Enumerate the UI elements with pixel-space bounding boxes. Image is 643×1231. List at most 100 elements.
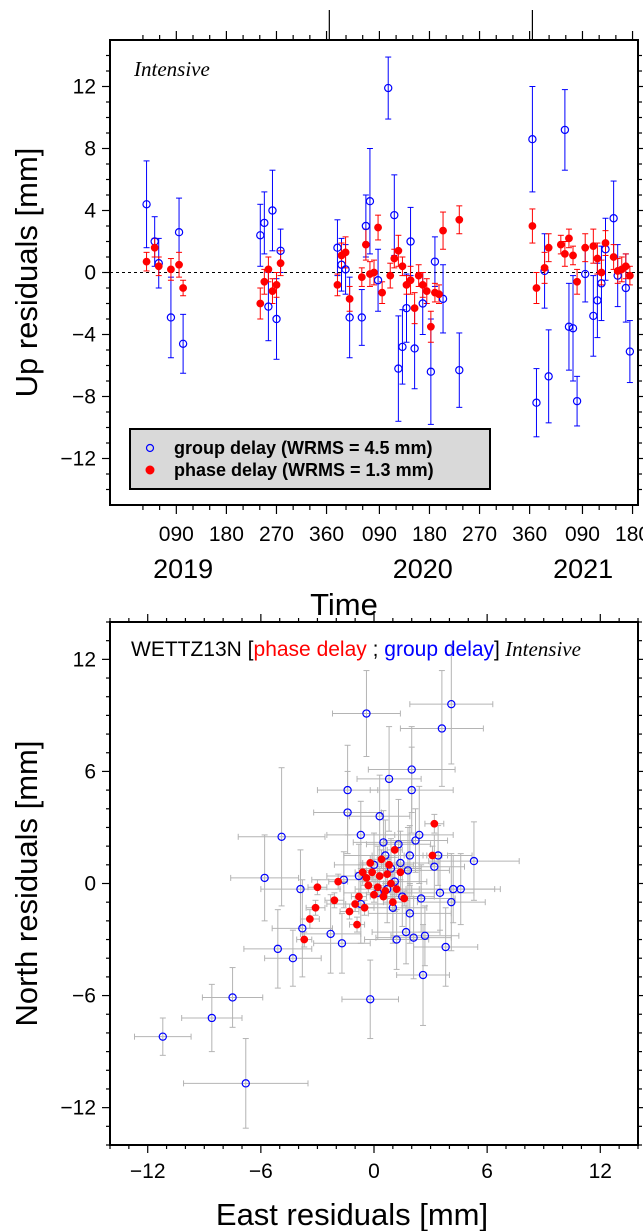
year-label: 2020 (393, 554, 453, 584)
group-delay-point (560, 125, 570, 135)
group-delay-point (418, 299, 427, 308)
group-delay-point (589, 311, 598, 321)
phase-delay-point (150, 243, 159, 252)
y-axis-title: Up residuals [mm] (9, 148, 44, 398)
phase-delay-point (373, 883, 382, 892)
year-label: 2019 (153, 554, 213, 584)
phase-delay-point (410, 304, 419, 313)
group-delay-point (298, 924, 307, 933)
title-part-5: Intensive (500, 637, 581, 661)
y-tick-label: 6 (84, 760, 96, 783)
x-tick-label: −12 (130, 1160, 166, 1183)
x-doy-label: 360 (309, 523, 344, 546)
phase-delay-point (581, 243, 590, 252)
group-delay-point (276, 246, 285, 255)
group-delay-point (264, 302, 273, 311)
phase-delay-point (330, 896, 339, 905)
x-doy-label: 180 (615, 523, 643, 546)
phase-delay-point (621, 262, 630, 271)
group-delay-point (420, 931, 430, 941)
x-doy-label: 270 (462, 523, 497, 546)
phase-delay-point (351, 900, 360, 908)
x-tick-label: 6 (481, 1160, 493, 1183)
phase-delay-point (418, 281, 427, 289)
x-tick-label: 12 (589, 1160, 612, 1183)
group-delay-point (361, 221, 371, 231)
group-delay-point (345, 313, 354, 322)
phase-delay-point (366, 859, 375, 867)
up-residuals-time-series: −12 −8 −4 0 4 8 12 090 180 270 360 090 180 270 360 090 1… (9, 10, 643, 622)
phase-delay-point (142, 257, 151, 266)
phase-delay-point (179, 284, 188, 292)
title-part-0: WETTZ13N [ (131, 638, 254, 661)
group-delay-point (357, 313, 367, 322)
group-delay-point (375, 812, 384, 821)
x-doy-label: 180 (412, 523, 447, 546)
y-tick-label: −8 (72, 386, 96, 409)
phase-delay-point (370, 890, 378, 899)
phase-delay-point (305, 915, 314, 923)
group-delay-point (441, 942, 450, 952)
title-part-1: phase delay (254, 638, 368, 661)
group-delay-point (407, 765, 416, 774)
group-delay-point (256, 231, 265, 240)
phase-delay-point (455, 215, 464, 224)
group-delay-point (430, 257, 440, 266)
group-delay-point (166, 313, 176, 322)
x-doy-label: 090 (362, 523, 397, 546)
y-tick-label: 0 (84, 873, 96, 896)
group-delay-point (564, 322, 574, 331)
group-delay-point (142, 200, 151, 209)
phase-delay-point (398, 262, 407, 271)
group-delay-point (365, 196, 375, 206)
group-delay-point (405, 909, 415, 918)
phase-delay-point (387, 879, 395, 888)
phase-delay-point (422, 287, 431, 296)
y-tick-label: 12 (73, 76, 96, 99)
phase-delay-point (260, 277, 269, 286)
legend-phase-label: phase delay (WRMS = 1.3 mm) (174, 460, 434, 480)
x-axis-title: Time (310, 587, 378, 622)
title-part-3: group delay (384, 638, 494, 661)
group-delay-point (406, 237, 415, 246)
phase-delay-point (300, 935, 309, 944)
y-tick-label: −12 (60, 1097, 96, 1120)
group-delay-point (438, 294, 448, 304)
phase-delay-point (390, 254, 399, 263)
group-delay-point (401, 927, 411, 937)
group-delay-point (178, 339, 188, 348)
x-tick-label: 0 (368, 1160, 380, 1183)
y-tick-label: 12 (73, 648, 96, 671)
x-doy-label: 180 (209, 523, 244, 546)
group-delay-point (402, 303, 411, 313)
phase-delay-point (264, 265, 273, 274)
legend-box (129, 428, 491, 490)
phase-delay-point (390, 845, 399, 854)
phase-delay-point (589, 242, 598, 251)
phase-delay-point (394, 246, 403, 255)
group-delay-point (418, 970, 428, 980)
phase-delay-point (333, 281, 342, 289)
group-delay-point (416, 894, 426, 903)
phase-delay-point (400, 894, 409, 903)
phase-delay-point (370, 268, 378, 277)
phase-delay-point (357, 273, 366, 282)
legend: group delay (WRMS = 4.5 mm) phase delay … (129, 428, 491, 490)
north-axis-title: North residuals [mm] (9, 741, 44, 1027)
phase-delay-point (428, 851, 437, 860)
group-delay-point (362, 709, 371, 718)
group-delay-point (456, 884, 465, 894)
phase-delay-point (361, 240, 370, 249)
legend-group-symbol (145, 443, 155, 453)
group-delay-point (415, 830, 424, 840)
phase-delay-point (426, 322, 435, 331)
x-doy-label: 090 (159, 523, 194, 546)
phase-delay-point (593, 254, 602, 263)
phase-delay-point (528, 222, 537, 230)
legend-phase-symbol (145, 465, 155, 475)
group-delay-point (260, 873, 269, 883)
group-delay-point (296, 884, 305, 894)
north-east-scatter: −12 −6 0 6 12 −12 −6 0 6 12 WETTZ13N [phase delay… (9, 614, 643, 1231)
group-delay-point (341, 265, 350, 274)
group-delay-point (356, 830, 365, 840)
